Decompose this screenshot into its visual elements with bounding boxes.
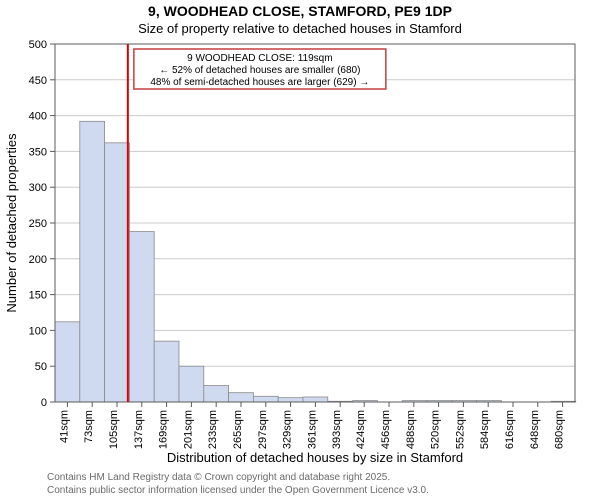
x-tick-label: 648sqm — [529, 410, 541, 449]
x-tick-label: 105sqm — [108, 410, 120, 449]
y-tick-label: 400 — [29, 111, 47, 123]
x-tick-label: 393sqm — [331, 410, 343, 449]
histogram-bar — [204, 386, 229, 402]
x-tick-label: 456sqm — [380, 410, 392, 449]
x-tick-label: 488sqm — [405, 410, 417, 449]
histogram-bar — [278, 398, 303, 402]
callout-text: ← 52% of detached houses are smaller (68… — [159, 65, 360, 76]
y-tick-label: 450 — [29, 75, 47, 87]
y-tick-label: 350 — [29, 146, 47, 158]
histogram-bar — [55, 322, 80, 402]
x-tick-label: 233sqm — [207, 410, 219, 449]
y-tick-label: 100 — [29, 325, 47, 337]
x-tick-label: 265sqm — [232, 410, 244, 449]
x-tick-label: 584sqm — [479, 410, 491, 449]
y-tick-label: 50 — [35, 361, 47, 373]
x-tick-label: 73sqm — [83, 410, 95, 443]
histogram-bar — [179, 366, 204, 402]
x-tick-label: 137sqm — [133, 410, 145, 449]
y-tick-label: 200 — [29, 254, 47, 266]
callout-text: 9 WOODHEAD CLOSE: 119sqm — [187, 53, 332, 64]
callout-text: 48% of semi-detached houses are larger (… — [150, 77, 369, 88]
x-tick-label: 41sqm — [58, 410, 70, 443]
histogram-bar — [229, 393, 254, 402]
x-tick-label: 552sqm — [454, 410, 466, 449]
footer-line: Contains HM Land Registry data © Crown c… — [47, 472, 390, 483]
footer-line: Contains public sector information licen… — [47, 485, 429, 496]
x-tick-label: 201sqm — [182, 410, 194, 449]
histogram-bar — [129, 232, 154, 402]
x-tick-label: 169sqm — [158, 410, 170, 449]
x-tick-label: 297sqm — [257, 410, 269, 449]
histogram-bar — [105, 143, 130, 402]
histogram-bar — [253, 396, 278, 402]
y-axis-label: Number of detached properties — [4, 133, 19, 313]
x-tick-label: 424sqm — [355, 410, 367, 449]
histogram-chart: 9, WOODHEAD CLOSE, STAMFORD, PE9 1DP Size… — [0, 0, 600, 500]
y-tick-label: 250 — [29, 218, 47, 230]
x-tick-label: 520sqm — [430, 410, 442, 449]
histogram-bar — [154, 341, 179, 402]
chart-title: 9, WOODHEAD CLOSE, STAMFORD, PE9 1DP — [148, 3, 452, 19]
x-tick-label: 680sqm — [554, 410, 566, 449]
x-tick-label: 616sqm — [504, 410, 516, 449]
x-axis-label: Distribution of detached houses by size … — [167, 450, 463, 465]
histogram-bar — [80, 121, 105, 402]
y-tick-label: 500 — [29, 39, 47, 51]
chart-subtitle: Size of property relative to detached ho… — [138, 21, 462, 36]
x-tick-label: 329sqm — [282, 410, 294, 449]
y-tick-label: 0 — [41, 397, 47, 409]
histogram-bar — [303, 397, 328, 402]
y-tick-label: 150 — [29, 290, 47, 302]
x-tick-label: 361sqm — [306, 410, 318, 449]
y-tick-label: 300 — [29, 182, 47, 194]
